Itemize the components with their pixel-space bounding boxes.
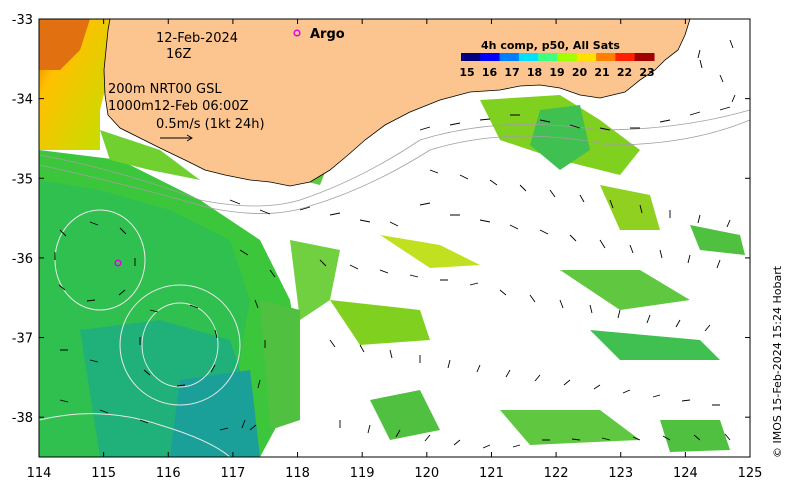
colorbar-segment (518, 53, 539, 61)
depth-contours (39, 109, 750, 214)
colorbar-tick-label: 17 (504, 66, 519, 79)
colorbar-segment (615, 53, 636, 61)
x-tick-label: 115 (91, 466, 116, 481)
colorbar-segment (634, 53, 655, 61)
x-tick-label: 114 (27, 466, 52, 481)
y-tick-label: -35 (12, 172, 33, 187)
x-axis: 114 115 116 117 118 119 120 121 122 123 124 125 (27, 19, 763, 481)
argo-legend-marker (293, 29, 301, 37)
colorbar-segment (461, 53, 481, 61)
colorbar-tick-label: 16 (482, 66, 498, 79)
current-arrows (54, 39, 736, 449)
x-tick-label: 119 (350, 466, 375, 481)
contours-time-label: 1000m12-Feb 06:00Z (108, 99, 249, 114)
plot-area (39, 19, 750, 457)
y-tick-label: -34 (12, 93, 33, 108)
x-tick-label: 118 (285, 466, 310, 481)
x-tick-label: 116 (156, 466, 181, 481)
scale-arrow (160, 134, 193, 142)
colorbar-tick-label: 15 (459, 66, 474, 79)
colorbar-segment (576, 53, 597, 61)
y-tick-label: -38 (12, 411, 33, 426)
contours-label: 200m NRT00 GSL (108, 82, 222, 97)
colorbar-segment (480, 53, 501, 61)
colorbar-segment (557, 53, 578, 61)
colorbar-ticks: 15 16 17 18 19 20 21 22 23 (459, 66, 654, 79)
colorbar-segment (499, 53, 520, 61)
x-tick-label: 124 (673, 466, 698, 481)
colorbar-segment (596, 53, 616, 61)
colorbar-tick-label: 22 (617, 66, 632, 79)
credit-label: © IMOS 15-Feb-2024 15:24 Hobart (771, 265, 784, 458)
x-tick-label: 122 (544, 466, 569, 481)
x-tick-label: 121 (479, 466, 504, 481)
plot-frame (38, 18, 751, 458)
x-tick-label: 120 (414, 466, 439, 481)
colorbar-tick-label: 19 (549, 66, 564, 79)
x-tick-label: 125 (738, 466, 763, 481)
colorbar-title: 4h comp, p50, All Sats (481, 39, 620, 52)
x-tick-label: 123 (608, 466, 633, 481)
colorbar (461, 53, 655, 61)
hour-label: 16Z (166, 47, 192, 62)
colorbar-tick-label: 21 (594, 66, 609, 79)
y-tick-label: -36 (12, 252, 33, 267)
y-axis: -33 -34 -35 -36 -37 -38 (12, 13, 750, 426)
argo-legend-label: Argo (310, 27, 345, 42)
colorbar-segment (538, 53, 558, 61)
colorbar-tick-label: 20 (572, 66, 588, 79)
y-tick-label: -33 (12, 13, 33, 28)
scale-label: 0.5m/s (1kt 24h) (156, 117, 265, 132)
date-label: 12-Feb-2024 (156, 31, 238, 46)
colorbar-tick-label: 23 (639, 66, 654, 79)
argo-float-marker (114, 259, 122, 267)
colorbar-tick-label: 18 (527, 66, 542, 79)
y-tick-label: -37 (12, 332, 33, 347)
x-tick-label: 117 (220, 466, 245, 481)
